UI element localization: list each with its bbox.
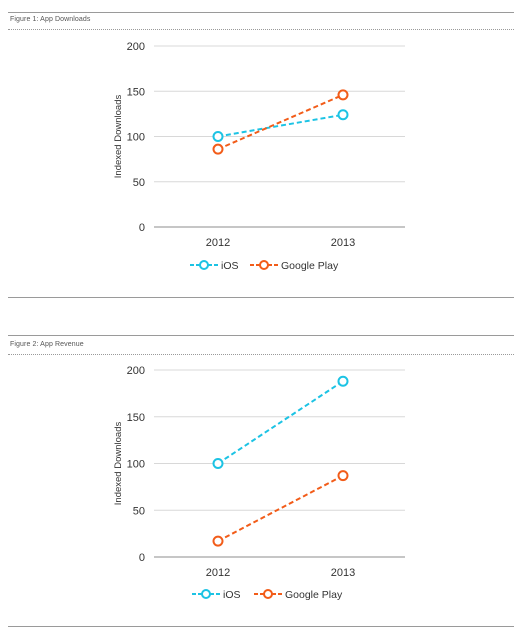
data-point <box>212 131 224 142</box>
line-chart: 0 50 100 150 200 Indexed Downloads 2012 2013 iOS… <box>113 365 405 601</box>
legend-swatch-marker <box>201 589 211 599</box>
data-point <box>212 458 224 469</box>
figure-title: Figure 2: App Revenue <box>10 341 84 348</box>
figure-title: Figure 1: App Downloads <box>10 16 91 23</box>
x-tick-label: 2012 <box>206 567 230 579</box>
y-tick-label: 0 <box>139 222 145 234</box>
figure-title-rule <box>8 29 514 30</box>
legend-swatch-marker <box>259 260 269 270</box>
data-point <box>212 143 224 155</box>
y-tick-label: 100 <box>127 459 145 471</box>
figure-bottom-rule <box>8 297 514 298</box>
legend-label: Google Play <box>285 589 343 601</box>
data-point <box>337 109 349 121</box>
y-tick-label: 0 <box>139 552 145 564</box>
series-line-ios <box>217 113 344 138</box>
figure-top-rule <box>8 12 514 13</box>
y-tick-label: 50 <box>133 177 145 189</box>
y-tick-label: 200 <box>127 365 145 377</box>
y-tick-label: 150 <box>127 86 145 98</box>
y-axis-label: Indexed Downloads <box>113 95 124 179</box>
data-point <box>337 470 349 482</box>
x-tick-label: 2013 <box>331 237 355 249</box>
legend-label: iOS <box>221 260 239 272</box>
series-line-google-play <box>217 474 344 542</box>
line-chart: 0 50 100 150 200 Indexed Downloads 2012 2013 iOS… <box>113 41 405 272</box>
legend-label: Google Play <box>281 260 339 272</box>
series-line-ios <box>217 380 344 465</box>
data-point <box>337 89 349 101</box>
figure-2: Figure 2: App Revenue 0 50 100 150 200 Indexe… <box>0 325 522 638</box>
x-tick-label: 2013 <box>331 567 355 579</box>
data-point <box>212 535 224 547</box>
y-tick-label: 150 <box>127 412 145 424</box>
y-axis-label: Indexed Downloads <box>113 422 124 506</box>
y-tick-label: 50 <box>133 505 145 517</box>
figure-bottom-rule <box>8 626 514 627</box>
legend-label: iOS <box>223 589 241 601</box>
y-tick-label: 200 <box>127 41 145 53</box>
series-line-google-play <box>217 93 344 151</box>
figure-1: Figure 1: App Downloads 0 50 100 150 200 Inde… <box>8 12 514 298</box>
data-point <box>337 375 349 387</box>
legend-swatch-marker <box>263 589 273 599</box>
figure-top-rule <box>8 335 514 336</box>
legend-swatch-marker <box>199 260 209 270</box>
x-tick-label: 2012 <box>206 237 230 249</box>
y-tick-label: 100 <box>127 132 145 144</box>
figure-title-rule <box>8 354 514 355</box>
